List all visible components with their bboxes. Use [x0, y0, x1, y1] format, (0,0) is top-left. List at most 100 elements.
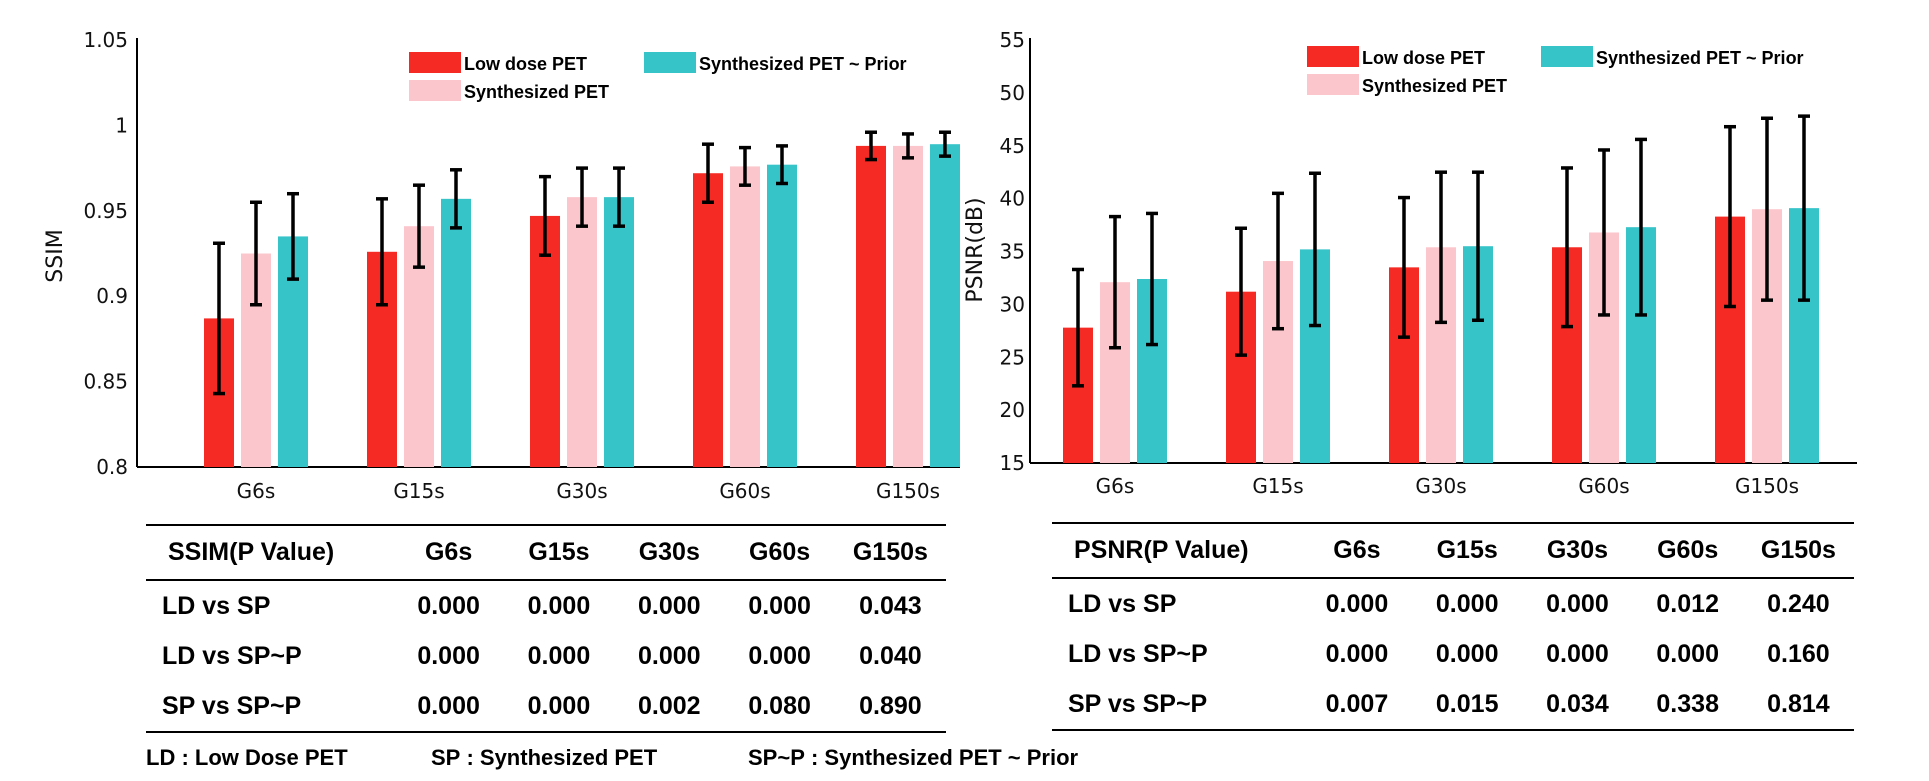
table-cell: 0.160 — [1767, 639, 1830, 668]
charts-canvas: 0.8 0.85 0.9 0.95 1 1.05 SSIM G6s G15s G30s G60s G1… — [43, 28, 1857, 500]
bar — [930, 144, 960, 468]
y-tick-label: 0.9 — [96, 284, 128, 308]
table-cell: 0.000 — [417, 641, 480, 670]
table-cell: 0.007 — [1301, 679, 1413, 731]
table-cell: 0.000 — [637, 641, 701, 670]
y-tick-label: 15 — [1000, 451, 1025, 475]
table-cell: 0.000 — [527, 641, 591, 670]
bar — [730, 166, 760, 467]
bar — [530, 215, 560, 467]
x-tick-label: G30s — [1415, 474, 1466, 498]
table-header-cell: G150s — [834, 525, 946, 581]
table-header-cell: G15s — [1412, 523, 1523, 579]
table-header-row: PSNR(P Value) G6s G15s G30s G60s G150s — [1052, 523, 1854, 579]
table-cell: 0.015 — [1412, 679, 1523, 731]
bar — [693, 173, 723, 467]
table-cell: 0.012 — [1656, 589, 1719, 618]
legend-label: Low dose PET — [464, 54, 587, 74]
abbreviation-footnote: LD : Low Dose PET SP : Synthesized PET SP~… — [146, 745, 1078, 771]
table-cell: 0.240 — [1767, 589, 1830, 618]
table-cell: 0.814 — [1742, 679, 1854, 731]
bar — [767, 164, 797, 467]
legend-swatch — [409, 80, 461, 101]
table-cell: 0.034 — [1522, 679, 1633, 731]
table-row: LD vs SP~P 0.000 0.000 0.000 0.000 0.160 — [1052, 629, 1854, 679]
table-cell: 0.000 — [417, 591, 480, 620]
legend-label: Synthesized PET ~ Prior — [699, 54, 907, 74]
table-header-cell: G60s — [1632, 523, 1743, 579]
table-cell: 0.002 — [614, 681, 725, 733]
legend-swatch — [1307, 46, 1359, 67]
bar — [441, 198, 471, 467]
table-row: LD vs SP~P 0.000 0.000 0.000 0.000 0.040 — [146, 631, 946, 681]
table-cell: 0.000 — [637, 591, 701, 620]
y-tick-label: 50 — [1000, 81, 1025, 105]
table-cell: 0.338 — [1632, 679, 1743, 731]
table-cell: 0.080 — [724, 681, 835, 733]
table-row-label: SP vs SP~P — [146, 681, 394, 733]
ssim-p-value-table: SSIM(P Value) G6s G15s G30s G60s G150s L… — [146, 524, 946, 733]
table-cell: 0.000 — [1435, 589, 1499, 618]
legend-label: Synthesized PET ~ Prior — [1596, 48, 1804, 68]
table-row: LD vs SP 0.000 0.000 0.000 0.012 0.240 — [1052, 578, 1854, 629]
x-tick-label: G60s — [719, 479, 770, 500]
legend-swatch — [1307, 74, 1359, 95]
psnr-p-value-table: PSNR(P Value) G6s G15s G30s G60s G150s L… — [1052, 522, 1854, 731]
x-tick-label: G6s — [237, 479, 276, 500]
legend-label: Low dose PET — [1362, 48, 1485, 68]
table-cell: 0.000 — [1435, 639, 1499, 668]
y-axis-title: SSIM — [43, 229, 68, 282]
footnote-sp: SP : Synthesized PET — [431, 745, 658, 770]
y-tick-label: 20 — [1000, 398, 1025, 422]
table-cell: 0.000 — [393, 681, 504, 733]
x-tick-label: G150s — [876, 479, 940, 500]
x-tick-label: G150s — [1735, 474, 1799, 498]
footnote-ld: LD : Low Dose PET — [146, 745, 348, 770]
table-header-row: SSIM(P Value) G6s G15s G30s G60s G150s — [146, 525, 946, 581]
y-tick-label: 1 — [115, 113, 128, 137]
table-cell: 0.000 — [748, 591, 811, 620]
y-tick-label: 55 — [1000, 28, 1025, 52]
x-tick-label: G15s — [393, 479, 444, 500]
y-tick-label: 35 — [1000, 240, 1025, 264]
table-header-cell: G15s — [503, 525, 615, 581]
legend-swatch — [644, 52, 696, 73]
table-cell: 0.000 — [527, 591, 591, 620]
table-cell: 0.890 — [834, 681, 946, 733]
table-cell: 0.040 — [859, 641, 922, 670]
table-row-label: LD vs SP~P — [1068, 639, 1208, 668]
x-tick-label: G60s — [1578, 474, 1629, 498]
y-tick-label: 45 — [1000, 134, 1025, 158]
table-row: SP vs SP~P 0.000 0.000 0.002 0.080 0.890 — [146, 681, 946, 733]
bar — [567, 197, 597, 468]
legend-label: Synthesized PET — [1362, 76, 1507, 96]
bar — [893, 145, 923, 467]
table-cell: 0.000 — [503, 681, 615, 733]
legend-label: Synthesized PET — [464, 82, 609, 102]
x-tick-label: G6s — [1096, 474, 1135, 498]
table-cell: 0.000 — [1656, 639, 1719, 668]
table-header-cell: G30s — [1522, 523, 1633, 579]
table-header-cell: G6s — [1301, 523, 1413, 579]
legend-swatch — [409, 52, 461, 73]
table-cell: 0.000 — [1546, 589, 1609, 618]
y-axis-title: PSNR(dB) — [963, 197, 988, 302]
table-cell: 0.000 — [1325, 589, 1389, 618]
bar — [604, 197, 634, 468]
x-tick-label: G30s — [556, 479, 607, 500]
legend-swatch — [1541, 46, 1593, 67]
table-cell: 0.000 — [748, 641, 811, 670]
y-tick-label: 25 — [1000, 345, 1025, 369]
table-header-cell: G6s — [393, 525, 504, 581]
table-header-cell: SSIM(P Value) — [146, 525, 394, 581]
table-row: LD vs SP 0.000 0.000 0.000 0.000 0.043 — [146, 580, 946, 631]
footnote-spp: SP~P : Synthesized PET ~ Prior — [748, 745, 1079, 770]
bar — [856, 145, 886, 467]
table-cell: 0.000 — [1325, 639, 1389, 668]
table-row-label: SP vs SP~P — [1052, 679, 1302, 731]
table-row-label: LD vs SP — [1068, 589, 1177, 618]
y-tick-label: 0.8 — [96, 455, 128, 479]
table-row-label: LD vs SP~P — [162, 641, 302, 670]
table-header-cell: G30s — [614, 525, 725, 581]
x-tick-label: G15s — [1252, 474, 1303, 498]
